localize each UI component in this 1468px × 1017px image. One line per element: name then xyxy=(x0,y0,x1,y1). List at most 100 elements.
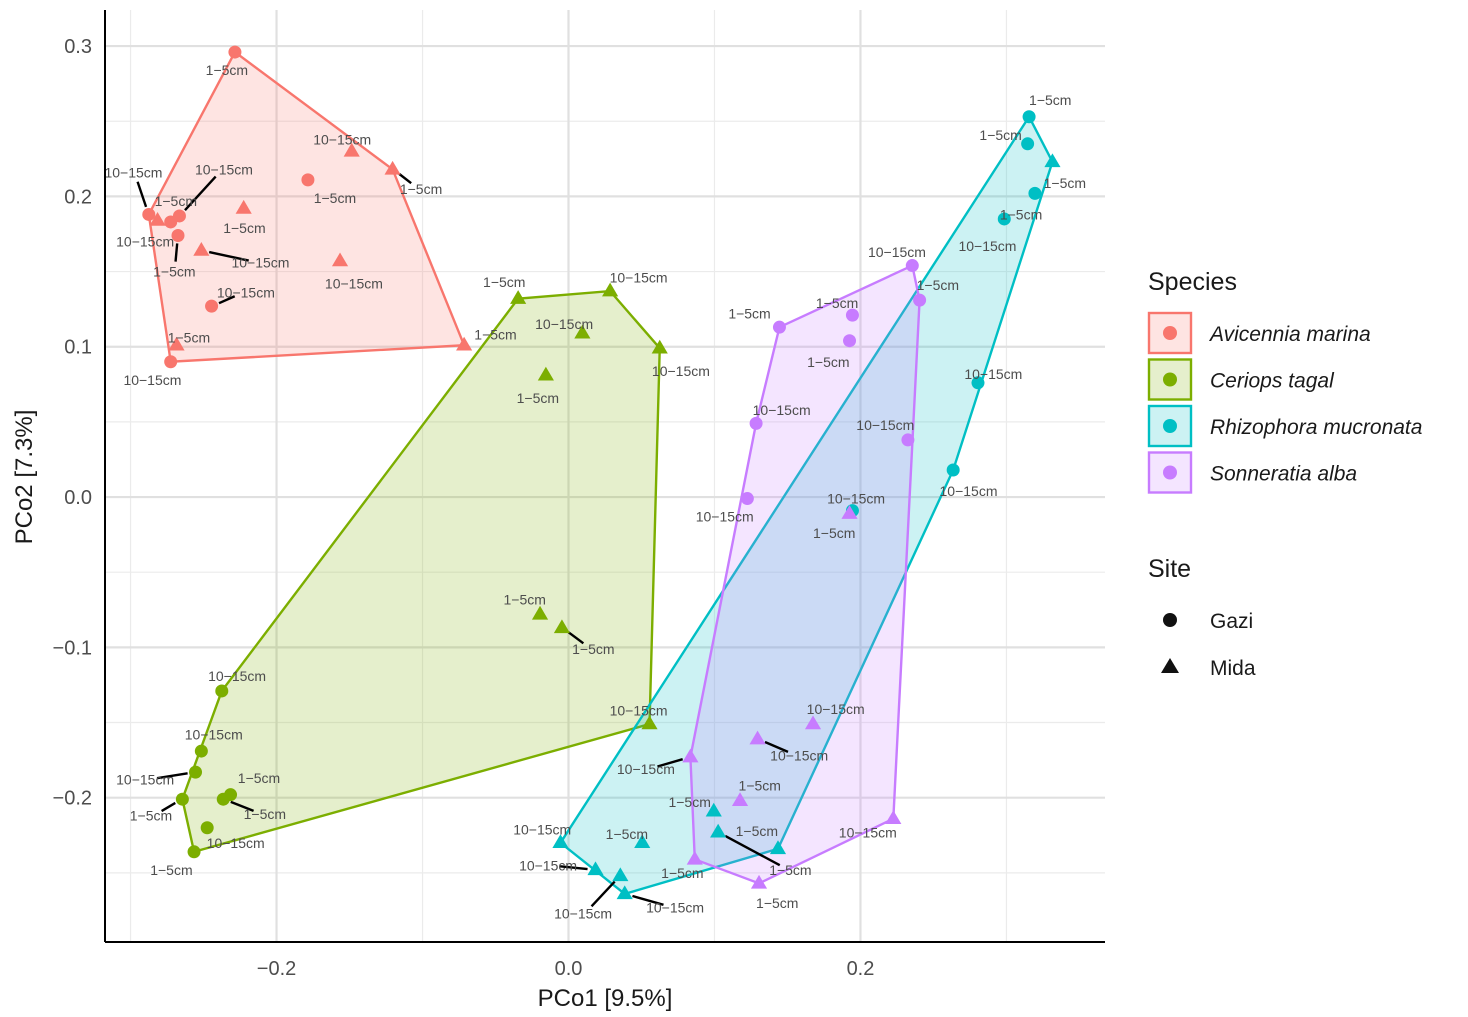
point-rhizophora-mucronata-gazi xyxy=(1022,110,1036,124)
legend-site-entries: Gazi Mida xyxy=(1161,610,1256,680)
point-label: 10−15cm xyxy=(195,161,253,177)
point-label: 1−5cm xyxy=(668,794,710,810)
point-label: 10−15cm xyxy=(827,491,885,507)
label-segment-layer xyxy=(136,172,789,908)
label-connector xyxy=(156,772,188,780)
point-rhizophora-mucronata-gazi xyxy=(1028,186,1042,200)
point-label: 10−15cm xyxy=(856,417,914,433)
legend-label-mida: Mida xyxy=(1210,657,1256,680)
legend-species-entries: Avicennia marina Ceriops tagal Rhizophora … xyxy=(1147,311,1422,494)
point-label: 10−15cm xyxy=(958,238,1016,254)
point-ceriops-tagal-mida xyxy=(531,605,549,620)
point-label-layer: 1−5cm 10−15cm 10−15cm 1−5cm 1−5cm 1−5cm 10−15c… xyxy=(104,62,1086,921)
point-label: 1−5cm xyxy=(153,264,195,280)
point-rhizophora-mucronata-mida xyxy=(616,885,633,900)
point-label: 1−5cm xyxy=(606,826,648,842)
point-rhizophora-mucronata-mida xyxy=(612,867,629,882)
point-label: 10−15cm xyxy=(217,285,275,301)
point-sonneratia-alba-mida xyxy=(682,748,699,763)
point-ceriops-tagal-mida xyxy=(537,366,554,381)
point-ceriops-tagal-gazi xyxy=(215,684,229,698)
legend-key-dot xyxy=(1163,372,1177,387)
legend-title-species: Species xyxy=(1148,268,1237,296)
point-ceriops-tagal-mida xyxy=(602,282,619,297)
point-rhizophora-mucronata-mida xyxy=(1044,153,1061,168)
point-sonneratia-alba-gazi xyxy=(740,492,754,506)
y-tick-label: 0.1 xyxy=(64,337,92,359)
point-sonneratia-alba-gazi xyxy=(901,433,915,447)
point-label: 1−5cm xyxy=(314,190,356,206)
point-sonneratia-alba-mida xyxy=(731,792,749,806)
point-rhizophora-mucronata-mida xyxy=(710,823,727,838)
point-sonneratia-alba-gazi xyxy=(843,334,857,348)
point-label: 1−5cm xyxy=(155,193,197,209)
y-tick-label: 0.3 xyxy=(64,36,92,58)
point-ceriops-tagal-mida xyxy=(574,324,591,339)
point-sonneratia-alba-mida xyxy=(804,715,822,730)
point-label: 1−5cm xyxy=(739,778,781,794)
point-label: 1−5cm xyxy=(1000,206,1042,222)
legend-label-ceriops-tagal: Ceriops tagal xyxy=(1210,370,1335,393)
legend-key-dot xyxy=(1163,419,1177,433)
point-label: 1−5cm xyxy=(517,390,559,406)
point-label: 10−15cm xyxy=(554,905,612,921)
point-sonneratia-alba-mida xyxy=(841,505,858,519)
point-ceriops-tagal-gazi xyxy=(187,845,201,859)
point-label: 10−15cm xyxy=(770,748,828,764)
point-avicennia-marina-mida xyxy=(343,142,360,157)
legend-label-rhizophora-mucronata: Rhizophora mucronata xyxy=(1210,416,1422,439)
point-label: 1−5cm xyxy=(816,295,858,311)
point-sonneratia-alba-gazi xyxy=(749,416,763,430)
point-label: 1−5cm xyxy=(130,808,172,824)
point-sonneratia-alba-mida xyxy=(749,730,766,745)
point-label: 10−15cm xyxy=(753,402,811,418)
point-label: 1−5cm xyxy=(756,895,798,911)
point-label: 10−15cm xyxy=(116,233,174,249)
point-label: 1−5cm xyxy=(238,770,280,786)
point-label: 10−15cm xyxy=(617,761,675,777)
y-axis-title: PCo2 [7.3%] xyxy=(11,410,38,545)
point-avicennia-marina-mida xyxy=(235,199,252,214)
label-connector xyxy=(567,631,585,645)
point-label: 10−15cm xyxy=(208,668,266,684)
point-label: 1−5cm xyxy=(917,277,959,293)
label-connector xyxy=(160,801,176,813)
point-label: 10−15cm xyxy=(116,772,174,788)
point-sonneratia-alba-gazi xyxy=(905,259,919,273)
x-tick-label: −0.2 xyxy=(257,958,296,980)
point-label: 10−15cm xyxy=(185,727,243,743)
point-sonneratia-alba-gazi xyxy=(772,320,786,334)
point-sonneratia-alba-gazi xyxy=(845,308,859,322)
point-label: 10−15cm xyxy=(940,483,998,499)
point-rhizophora-mucronata-mida xyxy=(552,834,569,849)
legend-label-avicennia-marina: Avicennia marina xyxy=(1208,323,1371,346)
point-label: 10−15cm xyxy=(646,899,704,915)
point-label: 1−5cm xyxy=(807,354,849,370)
point-label: 1−5cm xyxy=(168,330,210,346)
point-rhizophora-mucronata-gazi xyxy=(1021,137,1035,151)
label-connector xyxy=(230,800,255,812)
point-label: 10−15cm xyxy=(652,363,710,379)
point-rhizophora-mucronata-mida xyxy=(587,861,604,876)
label-connector xyxy=(632,894,664,906)
point-label: 1−5cm xyxy=(813,525,855,541)
point-ceriops-tagal-gazi xyxy=(194,744,208,758)
legend-key-dot xyxy=(1163,465,1177,480)
point-rhizophora-mucronata-mida xyxy=(769,840,787,855)
label-connector xyxy=(184,175,217,211)
point-sonneratia-alba-gazi xyxy=(913,293,927,307)
label-connector xyxy=(764,740,789,754)
point-ceriops-tagal-mida xyxy=(510,290,527,304)
point-rhizophora-mucronata-gazi xyxy=(946,463,960,477)
point-label: 1−5cm xyxy=(474,327,516,343)
point-rhizophora-mucronata-gazi xyxy=(997,212,1011,226)
legend-title-site: Site xyxy=(1148,555,1191,583)
point-label: 10−15cm xyxy=(104,164,162,180)
point-label: 10−15cm xyxy=(123,372,181,388)
point-avicennia-marina-gazi xyxy=(228,45,242,59)
legend-label-sonneratia-alba: Sonneratia alba xyxy=(1210,463,1357,486)
point-label: 1−5cm xyxy=(1029,92,1071,108)
point-avicennia-marina-mida xyxy=(384,160,401,175)
legend: Species Avicennia marina Ceriops tagal Rhi… xyxy=(1147,268,1422,680)
